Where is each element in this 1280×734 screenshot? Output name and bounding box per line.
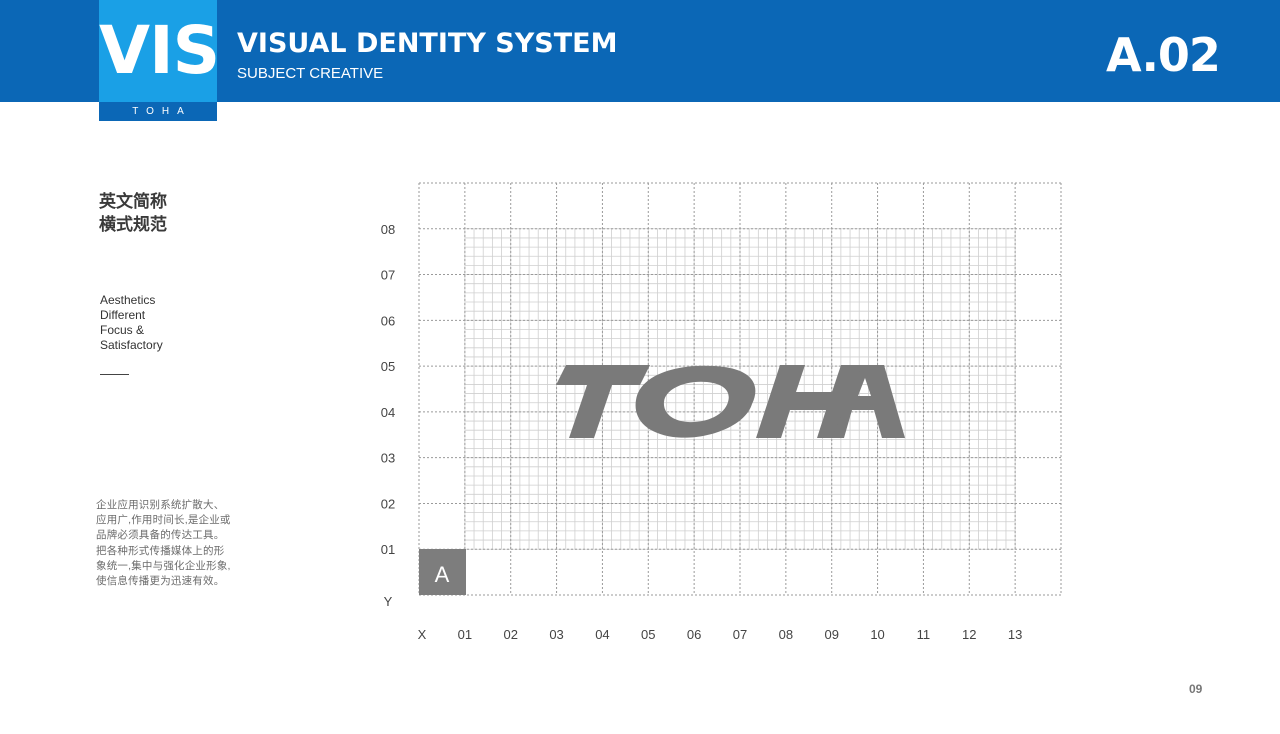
x-tick-label: 05	[641, 627, 655, 642]
y-tick-label: 07	[381, 268, 395, 283]
x-tick-labels: 01 02 03 04 05 06 07 08 09 10 11 12 13	[458, 627, 1023, 642]
x-tick-label: 01	[458, 627, 472, 642]
x-tick-label: 08	[779, 627, 793, 642]
y-axis-label: Y	[384, 594, 393, 609]
x-tick-label: 03	[549, 627, 563, 642]
page-title: VISUAL DENTITY SYSTEM	[237, 28, 618, 59]
y-tick-label: 02	[381, 496, 395, 511]
y-tick-label: 06	[381, 313, 395, 328]
y-tick-label: 04	[381, 405, 395, 420]
y-tick-label: 01	[381, 542, 395, 557]
brand-logo-text: VIS	[99, 12, 220, 89]
y-tick-labels: 08 07 06 05 04 03 02 01	[381, 222, 395, 557]
page-number: 09	[1189, 682, 1203, 696]
logo-letter-o	[635, 365, 756, 438]
heading-line-2: 横式规范	[99, 215, 167, 234]
y-tick-label: 05	[381, 359, 395, 374]
x-tick-label: 07	[733, 627, 747, 642]
tagline: Aesthetics Different Focus & Satisfactor…	[100, 293, 163, 353]
x-tick-label: 02	[503, 627, 517, 642]
y-tick-label: 03	[381, 451, 395, 466]
tagline-line: Aesthetics	[100, 293, 156, 307]
divider	[100, 374, 129, 375]
logo-mark	[556, 365, 905, 438]
x-tick-label: 13	[1008, 627, 1022, 642]
logo-letter-t	[556, 365, 650, 438]
description-text: 企业应用识别系统扩散大、应用广,作用时间长,是企业或品牌必须具备的传达工具。把各…	[96, 499, 231, 588]
tagline-line: Satisfactory	[100, 338, 163, 352]
unit-label: A	[435, 562, 450, 587]
page-subtitle: SUBJECT CREATIVE	[237, 65, 384, 82]
x-tick-label: 11	[917, 627, 931, 642]
x-tick-label: 10	[870, 627, 884, 642]
brand-sub-tab: TOHA	[99, 102, 217, 121]
section-heading: 英文简称 横式规范	[99, 190, 167, 236]
logo-letter-h	[756, 365, 866, 438]
section-code: A.02	[1106, 28, 1221, 82]
tagline-line: Focus &	[100, 323, 145, 337]
x-tick-label: 06	[687, 627, 701, 642]
x-tick-label: 09	[824, 627, 838, 642]
x-axis-label: X	[418, 627, 427, 642]
brand-block: VIS	[99, 0, 220, 102]
logo-letter-a	[832, 365, 905, 438]
x-tick-label: 12	[962, 627, 976, 642]
tagline-line: Different	[100, 308, 146, 322]
heading-line-1: 英文简称	[99, 192, 167, 211]
y-tick-label: 08	[381, 222, 395, 237]
x-tick-label: 04	[595, 627, 609, 642]
unit-square	[419, 549, 466, 595]
